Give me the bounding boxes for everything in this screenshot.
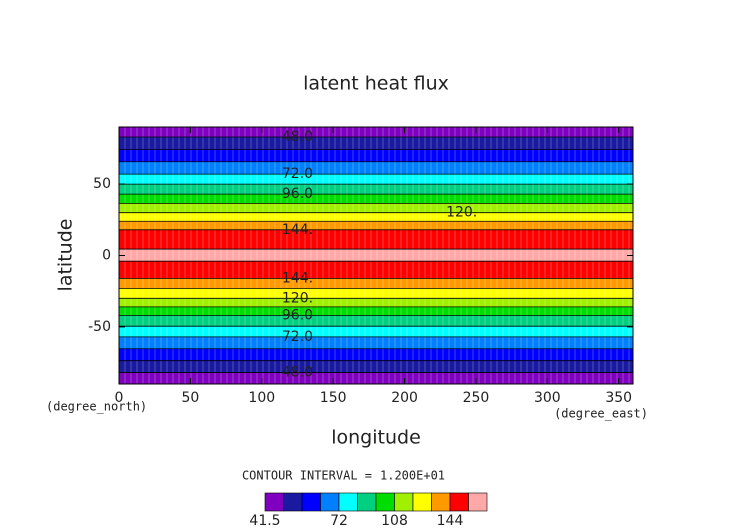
x-tick-label: 200	[391, 390, 418, 406]
contour-label: 96.0	[282, 307, 313, 323]
contour-band	[119, 229, 633, 250]
contour-band	[119, 221, 633, 230]
contour-band	[119, 149, 633, 162]
contour-band	[119, 306, 633, 316]
contour-label: 96.0	[282, 186, 313, 202]
contour-label: 72.0	[282, 329, 313, 345]
contour-band	[119, 288, 633, 299]
colorbar-box	[468, 492, 488, 512]
y-tick-label: 0	[102, 248, 111, 264]
colorbar-box	[375, 492, 395, 512]
colorbar-label: 108	[381, 513, 408, 529]
y-tick-label: -50	[88, 319, 111, 335]
contour-band	[119, 326, 633, 337]
contour-band	[119, 278, 633, 289]
colorbar-box	[264, 492, 284, 512]
x-tick-label: 250	[463, 390, 490, 406]
contour-band	[119, 161, 633, 175]
contour-band	[119, 315, 633, 327]
contour-band	[119, 360, 633, 373]
contour-band	[119, 174, 633, 185]
chart-title: latent heat flux	[303, 73, 449, 95]
contour-interval: 1.200E+01	[380, 469, 445, 483]
colorbar-box	[394, 492, 414, 512]
x-tick-label: 50	[181, 390, 199, 406]
contour-band	[119, 136, 633, 150]
colorbar-box	[301, 492, 321, 512]
contour-label: 120.	[446, 205, 477, 221]
contour-band	[119, 372, 633, 384]
contour-band	[119, 298, 633, 307]
contour-band	[119, 261, 633, 279]
colorbar-box	[449, 492, 469, 512]
colorbar-box	[338, 492, 358, 512]
y-tick-label: 50	[93, 176, 111, 192]
colorbar-box	[412, 492, 432, 512]
contour-label: 120.	[282, 290, 313, 306]
contour-band	[119, 194, 633, 204]
x-axis-label: longitude	[331, 427, 421, 449]
x-tick-label: 100	[248, 390, 275, 406]
contour-band	[119, 127, 633, 137]
contour-band	[119, 348, 633, 361]
colorbar-box	[431, 492, 451, 512]
colorbar-box	[283, 492, 303, 512]
x-tick-label: 150	[320, 390, 347, 406]
contour-band	[119, 212, 633, 222]
x-tick-label: 350	[605, 390, 632, 406]
contour-label: 144.	[282, 222, 313, 238]
y-unit: (degree_north)	[46, 400, 147, 414]
y-axis-label: latitude	[55, 219, 77, 292]
colorbar-label: 72	[330, 513, 348, 529]
colorbar-label: 144	[437, 513, 464, 529]
contour-band	[119, 184, 633, 195]
contour-label: 144.	[282, 270, 313, 286]
x-unit: (degree_east)	[554, 407, 648, 421]
colorbar-box	[357, 492, 377, 512]
contour-label: 48.0	[282, 365, 313, 381]
contour-band	[119, 336, 633, 349]
colorbar-label: 41.5	[249, 513, 280, 529]
x-tick-label: 0	[115, 390, 124, 406]
colorbar-box	[320, 492, 340, 512]
interval-text: CONTOUR INTERVAL =	[242, 469, 372, 483]
x-tick-label: 300	[534, 390, 561, 406]
contour-label: 48.0	[282, 129, 313, 145]
contour-band	[119, 203, 633, 213]
contour-band	[119, 249, 633, 262]
contour-label: 72.0	[282, 166, 313, 182]
